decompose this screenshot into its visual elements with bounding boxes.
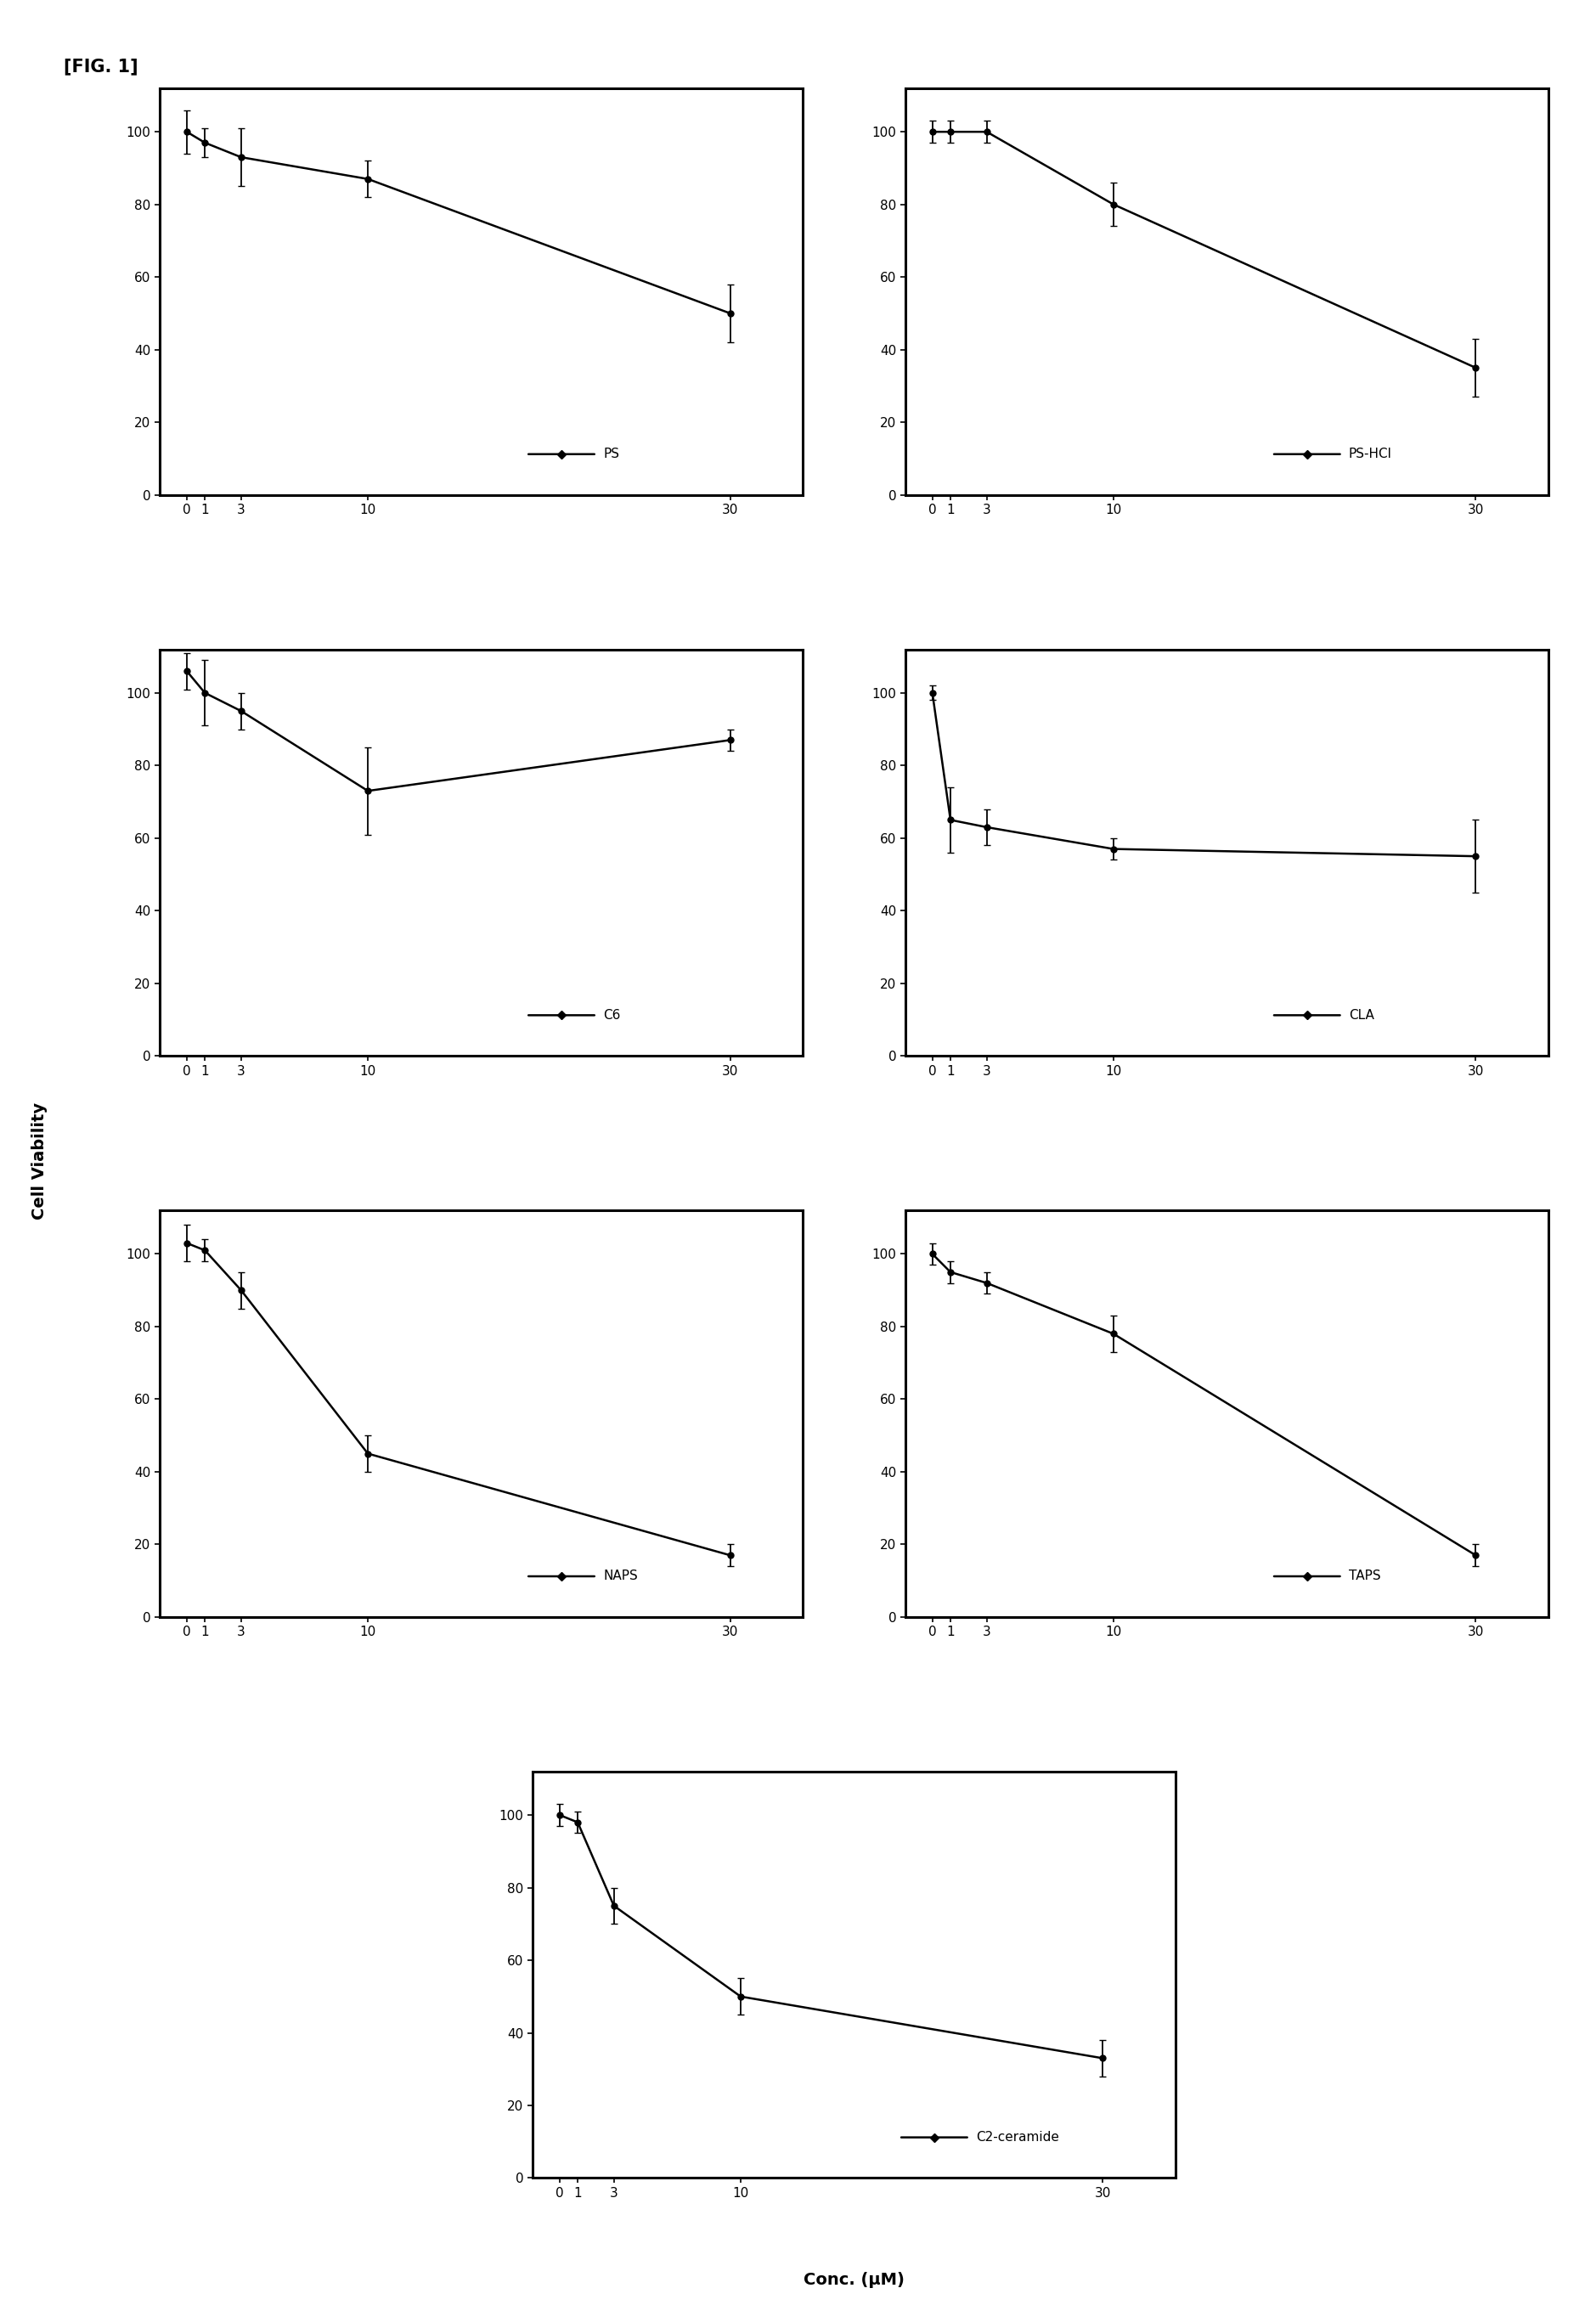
Text: PS-HCl: PS-HCl: [1349, 448, 1392, 460]
Text: C2-ceramide: C2-ceramide: [977, 2132, 1060, 2143]
Text: CLA: CLA: [1349, 1008, 1374, 1022]
Text: Cell Viability: Cell Viability: [32, 1103, 48, 1219]
Text: [FIG. 1]: [FIG. 1]: [64, 58, 139, 74]
Text: Conc. (μM): Conc. (μM): [803, 2273, 905, 2287]
Text: C6: C6: [603, 1008, 621, 1022]
Text: PS: PS: [603, 448, 619, 460]
Text: NAPS: NAPS: [603, 1570, 638, 1584]
Text: TAPS: TAPS: [1349, 1570, 1381, 1584]
